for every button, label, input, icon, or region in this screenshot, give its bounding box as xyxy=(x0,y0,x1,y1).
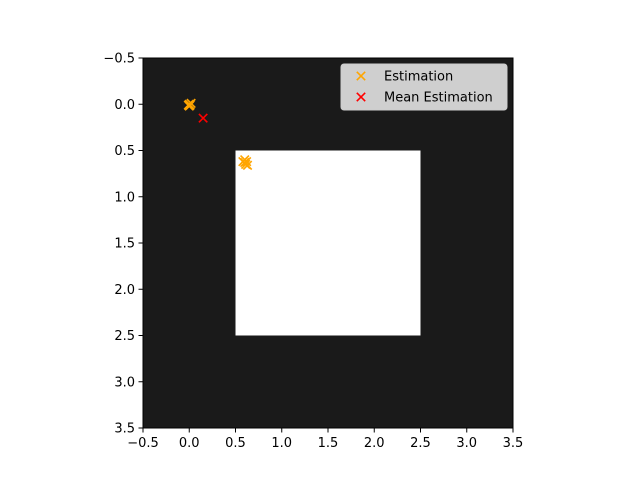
legend-marker-icon xyxy=(356,71,366,81)
image-cell-2-0 xyxy=(143,243,236,336)
image-cell-0-1 xyxy=(235,58,328,151)
legend-box xyxy=(340,63,508,111)
image-cell-1-1 xyxy=(235,150,328,243)
plot-area xyxy=(142,57,514,429)
markers xyxy=(183,98,253,171)
image-cell-1-3 xyxy=(420,150,513,243)
image-cell-3-0 xyxy=(143,335,236,428)
y-tick-label: 2.0 xyxy=(114,283,135,298)
y-axis: −0.5 0.0 0.5 1.0 1.5 2.0 2.5 3.0 3.5 xyxy=(103,52,143,437)
image-cell-2-1 xyxy=(235,243,328,336)
data-point xyxy=(184,101,195,111)
y-tick-label: 2.5 xyxy=(114,329,135,344)
y-tick-label: 3.0 xyxy=(114,375,135,390)
x-tick-label: 3.5 xyxy=(503,436,524,451)
y-tick-label: 3.5 xyxy=(114,422,135,437)
y-tick-label: 0.0 xyxy=(114,98,135,113)
series-0 xyxy=(183,98,253,171)
y-tick-label: 0.5 xyxy=(114,144,135,159)
legend-label: Estimation xyxy=(384,70,453,85)
x-tick-label: 2.5 xyxy=(410,436,431,451)
legend-label: Mean Estimation xyxy=(384,91,493,106)
image-cell-3-3 xyxy=(420,335,513,428)
image-cell-3-2 xyxy=(328,335,421,428)
y-tick-label: 1.0 xyxy=(114,190,135,205)
x-tick-label: −0.5 xyxy=(127,436,159,451)
image-cell-2-3 xyxy=(420,243,513,336)
series-1 xyxy=(198,113,208,123)
x-tick-label: 2.0 xyxy=(364,436,385,451)
x-axis: −0.5 0.0 0.5 1.0 1.5 2.0 2.5 3.0 3.5 xyxy=(127,428,523,451)
image-cell-3-1 xyxy=(235,335,328,428)
y-tick-label: 1.5 xyxy=(114,237,135,252)
image-cell-2-2 xyxy=(328,243,421,336)
legend-marker-icon xyxy=(356,92,366,102)
x-tick-label: 0.5 xyxy=(225,436,246,451)
data-point xyxy=(239,157,250,168)
legend: Estimation Mean Estimation xyxy=(340,63,508,111)
x-tick-label: 3.0 xyxy=(456,436,477,451)
image-cell-1-0 xyxy=(143,150,236,243)
x-tick-label: 1.5 xyxy=(318,436,339,451)
x-tick-label: 1.0 xyxy=(271,436,292,451)
data-point xyxy=(198,113,208,123)
y-tick-label: −0.5 xyxy=(103,52,135,67)
x-tick-label: 0.0 xyxy=(179,436,200,451)
image-cell-1-2 xyxy=(328,150,421,243)
